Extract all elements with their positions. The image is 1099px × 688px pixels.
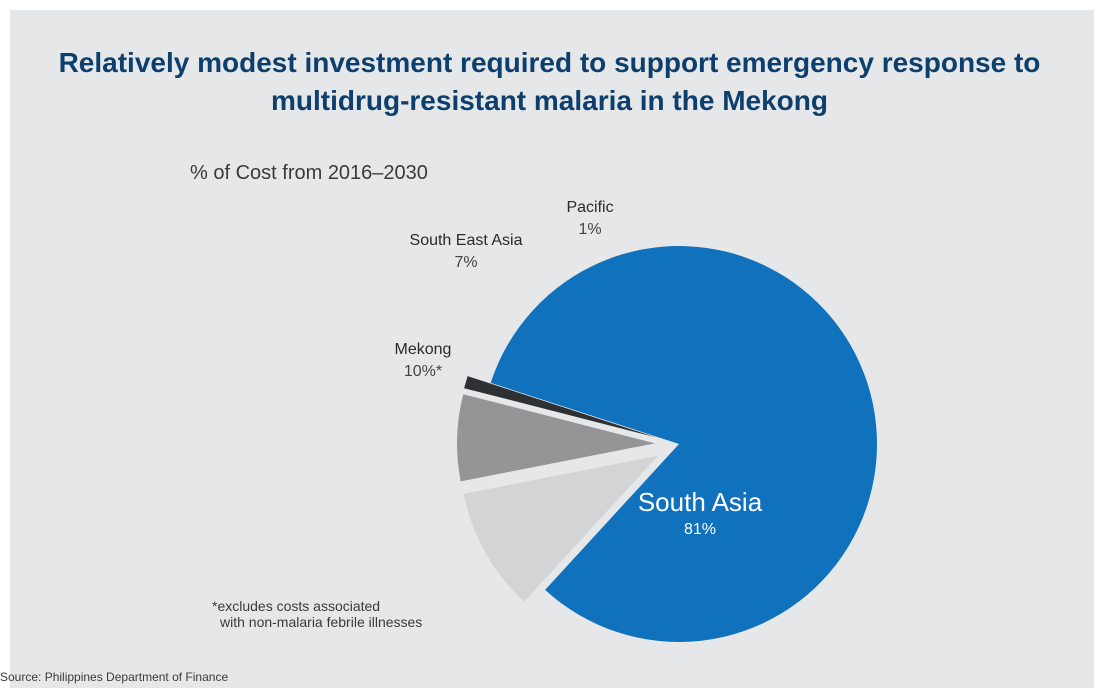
slice-label-south-asia: South Asia [638,487,763,517]
chart-title-line-1: Relatively modest investment required to… [58,47,1041,78]
slice-value-pacific: 1% [578,221,601,238]
slice-label-mekong: Mekong [395,341,452,358]
slice-value-south-east-asia: 7% [454,254,477,271]
chart-subtitle: % of Cost from 2016–2030 [190,162,428,184]
slice-value-south-asia: 81% [684,521,716,538]
source-note: Source: Philippines Department of Financ… [0,670,229,684]
footnote: *excludes costs associated with non-mala… [212,598,422,630]
pie-slice-south-asia [490,246,878,642]
slice-label-pacific: Pacific [566,199,613,216]
pie-slice-pacific [464,376,656,438]
footnote-line-1: *excludes costs associated [212,598,381,614]
pie-slice-south-east-asia [457,394,656,482]
slice-value-mekong: 10%* [404,363,442,380]
chart-title: Relatively modest investment required to… [0,44,1099,120]
slice-label-south-east-asia: South East Asia [410,232,523,249]
footnote-line-2: with non-malaria febrile illnesses [220,614,423,630]
pie-slice-mekong [463,455,659,602]
chart-title-line-2: multidrug-resistant malaria in the Mekon… [271,85,828,116]
